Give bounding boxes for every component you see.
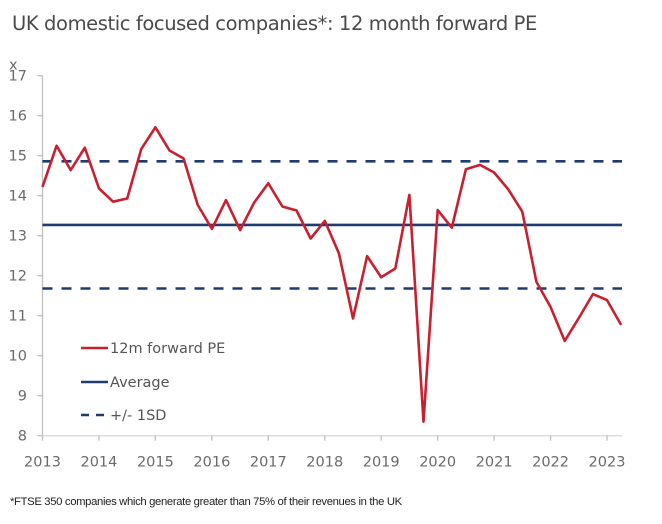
y-tick-label: 13: [9, 229, 27, 245]
chart: 8 9 10 11 12 13 14 15 16 17x 2013 2014 2015 2016 2017 2…: [9, 58, 626, 471]
x-tick-label: 2016: [193, 455, 230, 471]
pe-line: [41, 126, 623, 424]
y-tick-label: 11: [9, 309, 27, 325]
x-tick-label: 2021: [476, 455, 513, 471]
legend-label-pe: 12m forward PE: [110, 341, 225, 357]
legend: 12m forward PE Average +/- 1SD: [81, 341, 225, 424]
y-tick-label: 9: [18, 389, 27, 405]
y-tick-label: 10: [9, 349, 27, 365]
footnote: *FTSE 350 companies which generate great…: [10, 496, 402, 508]
x-tick-label: 2023: [589, 455, 626, 471]
x-tick-label: 2013: [24, 455, 61, 471]
x-tick-label: 2015: [137, 455, 174, 471]
y-tick-label: 12: [9, 269, 27, 285]
y-tick-label: 15: [9, 149, 27, 165]
series-12m-forward-pe: [41, 126, 623, 424]
x-tick-label: 2020: [419, 455, 456, 471]
legend-label-average: Average: [110, 375, 170, 391]
chart-title: UK domestic focused companies*: 12 month…: [12, 12, 537, 35]
x-tick-label: 2017: [250, 455, 287, 471]
legend-label-1sd: +/- 1SD: [110, 408, 166, 424]
y-tick-label: 8: [18, 429, 27, 445]
y-tick-label: 16: [9, 109, 27, 125]
x-tick-label: 2018: [306, 455, 343, 471]
x-tick-label: 2014: [80, 455, 117, 471]
x-tick-label: 2019: [363, 455, 400, 471]
axes: 8 9 10 11 12 13 14 15 16 17x 2013 2014 2015 2016 2017 2…: [9, 58, 626, 471]
x-tick-label: 2022: [532, 455, 569, 471]
y-axis-label: x: [9, 58, 18, 74]
y-tick-label: 17: [9, 69, 27, 85]
y-tick-label: 14: [9, 189, 27, 205]
